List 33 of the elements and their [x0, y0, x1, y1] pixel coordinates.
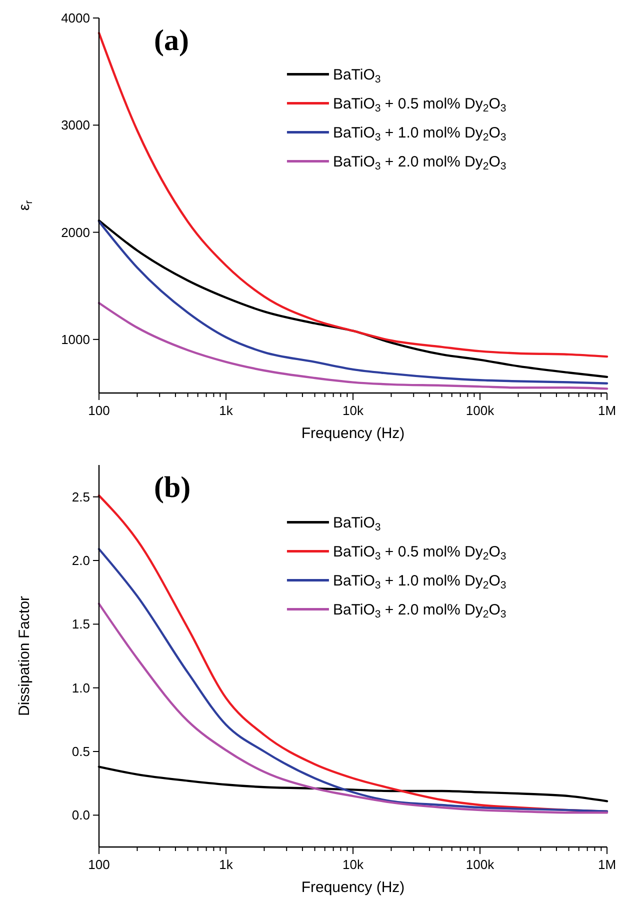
x-tick-label: 10k: [342, 403, 364, 418]
x-axis-title: Frequency (Hz): [301, 425, 405, 442]
y-axis-title: Dissipation Factor: [16, 596, 33, 716]
x-tick-label: 100k: [466, 857, 495, 872]
y-tick-label: 3000: [61, 118, 90, 133]
legend-label: BaTiO$_{3}$ + 0.5 mol% Dy$_{2}$O$_{3}$: [332, 96, 506, 115]
y-tick-label: 4000: [61, 10, 90, 26]
y-tick-label: 2000: [61, 224, 90, 240]
legend-label: BaTiO$_{3}$ + 2.0 mol% Dy$_{2}$O$_{3}$: [332, 154, 506, 173]
x-tick-label: 1k: [219, 403, 234, 418]
x-axis-title: Frequency (Hz): [301, 879, 405, 896]
legend-label: BaTiO$_{3}$ + 1.0 mol% Dy$_{2}$O$_{3}$: [332, 124, 506, 144]
y-tick-label: 2.0: [72, 553, 90, 568]
y-tick-label: 0.5: [72, 744, 90, 760]
legend-label: BaTiO$_{3}$ + 0.5 mol% Dy$_{2}$O$_{3}$: [332, 544, 506, 563]
x-tick-label: 1M: [598, 857, 616, 872]
legend-label: BaTiO$_{3}$: [332, 66, 381, 86]
x-tick-label: 1M: [598, 403, 616, 418]
x-tick-label: 100: [88, 857, 110, 872]
y-tick-label: 1.5: [72, 616, 90, 632]
legend-label: BaTiO$_{3}$ + 1.0 mol% Dy$_{2}$O$_{3}$: [332, 572, 506, 592]
x-tick-label: 100k: [466, 403, 495, 418]
y-tick-label: 2.5: [72, 489, 90, 504]
y-tick-label: 1.0: [72, 680, 90, 696]
legend-label: BaTiO$_{3}$ + 2.0 mol% Dy$_{2}$O$_{3}$: [332, 602, 506, 621]
y-tick-label: 0.0: [72, 808, 90, 823]
annotation: (b): [154, 471, 191, 504]
x-tick-label: 1k: [219, 857, 234, 872]
x-tick-label: 10k: [342, 857, 364, 872]
y-tick-label: 1000: [61, 332, 90, 347]
x-tick-label: 100: [88, 403, 110, 418]
legend-label: BaTiO$_{3}$: [332, 514, 381, 534]
annotation: (a): [154, 24, 189, 57]
